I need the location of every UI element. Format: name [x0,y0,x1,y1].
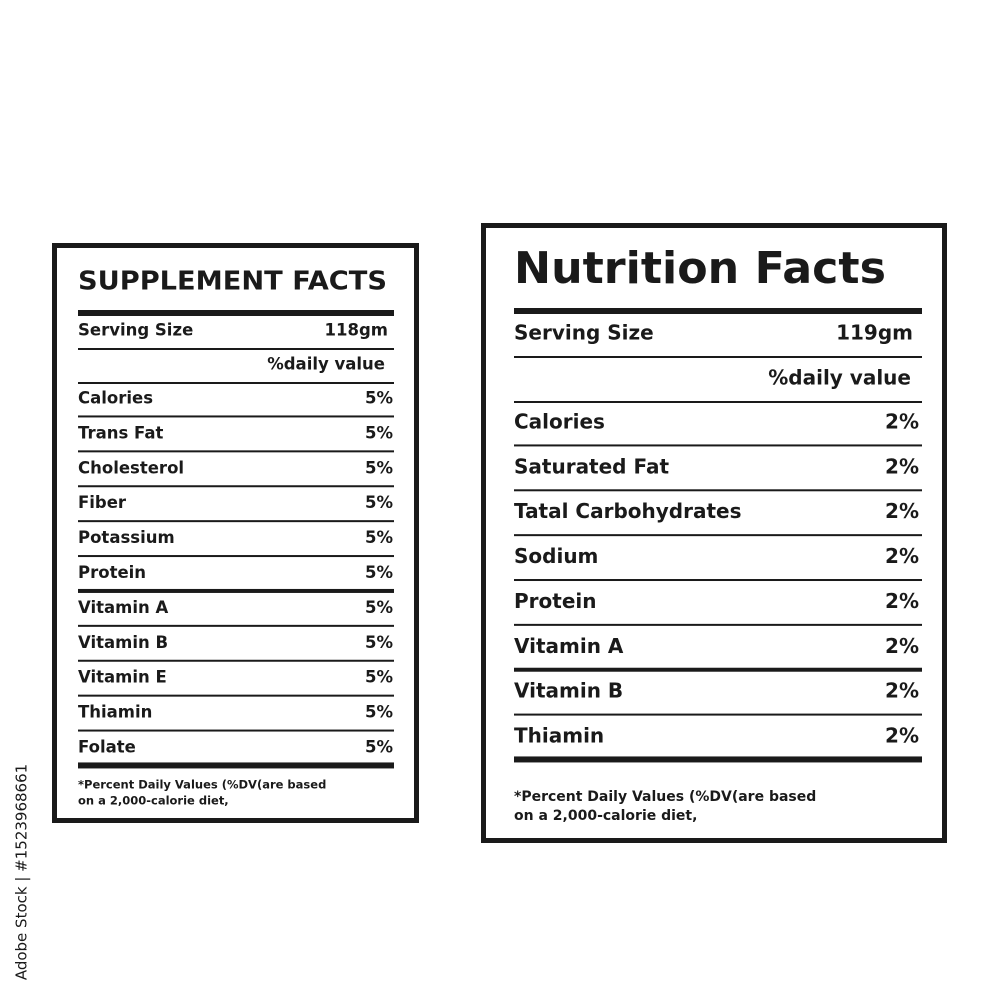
rule [514,579,922,582]
row-label: Protein [514,589,596,613]
footnote: *Percent Daily Values (%DV(are based [78,778,326,792]
row-value: 2% [885,454,919,478]
rule [78,555,394,558]
footnote: on a 2,000-calorie diet, [514,808,697,824]
daily-value-header: %daily value [768,366,911,390]
row-value: 5% [365,668,393,687]
rule [514,401,922,403]
rule [514,713,922,716]
thick-rule [514,308,922,314]
rule [514,623,922,626]
row-label: Calories [78,389,153,408]
label-title: SUPPLEMENT FACTS [78,267,387,297]
row-value: 5% [365,423,393,442]
row-value: 2% [885,544,919,568]
row-label: Cholesterol [78,458,184,477]
row-value: 5% [365,563,393,582]
rule [78,659,394,662]
row-label: Trans Fat [78,423,163,442]
rule [78,485,394,488]
footnote: on a 2,000-calorie diet, [78,794,229,808]
row-label: Fiber [78,493,127,512]
row-label: Vitamin A [78,598,168,617]
row-label: Vitamin E [78,668,167,687]
rule [514,356,922,358]
thick-rule [78,310,394,316]
row-label: Potassium [78,528,175,547]
thick-rule [78,762,394,769]
row-value: 5% [365,493,393,512]
row-label: Thiamin [78,703,152,722]
rule [78,520,394,523]
serving-size-label: Serving Size [514,321,654,345]
row-value: 5% [365,528,393,547]
rule [514,489,922,492]
thick-rule [514,667,922,672]
row-value: 2% [885,724,919,748]
footnote: *Percent Daily Values (%DV(are based [514,789,816,805]
rule [514,444,922,447]
row-value: 5% [365,703,393,722]
rule [78,624,394,627]
row-label: Vitamin B [514,679,623,703]
rule [514,534,922,537]
supplement-border [52,243,419,823]
row-label: Tatal Carbohydrates [514,499,742,523]
row-value: 2% [885,499,919,523]
row-label: Calories [514,410,605,434]
row-label: Thiamin [514,724,604,748]
row-value: 5% [365,633,393,652]
rule [78,348,394,350]
row-value: 2% [885,679,919,703]
row-label: Sodium [514,544,598,568]
daily-value-header: %daily value [267,355,385,374]
serving-size-label: Serving Size [78,321,193,340]
row-value: 2% [885,410,919,434]
label-title: Nutrition Facts [514,243,886,294]
row-value: 5% [365,389,393,408]
rule [78,415,394,418]
row-label: Protein [78,563,146,582]
rule [78,729,394,732]
thick-rule [514,756,922,763]
row-value: 2% [885,634,919,658]
row-label: Vitamin B [78,633,168,652]
serving-size-value: 118gm [325,321,388,340]
rule [78,382,394,384]
row-value: 2% [885,589,919,613]
row-label: Vitamin A [514,634,624,658]
row-value: 5% [365,598,393,617]
nutrition-border [481,223,947,843]
row-label: Folate [78,738,136,757]
row-label: Saturated Fat [514,454,669,478]
row-value: 5% [365,738,393,757]
row-value: 5% [365,458,393,477]
rule [78,450,394,453]
watermark: Adobe Stock | #1523968661 [13,764,31,980]
thick-rule [78,588,394,593]
serving-size-value: 119gm [836,321,913,345]
rule [78,694,394,697]
